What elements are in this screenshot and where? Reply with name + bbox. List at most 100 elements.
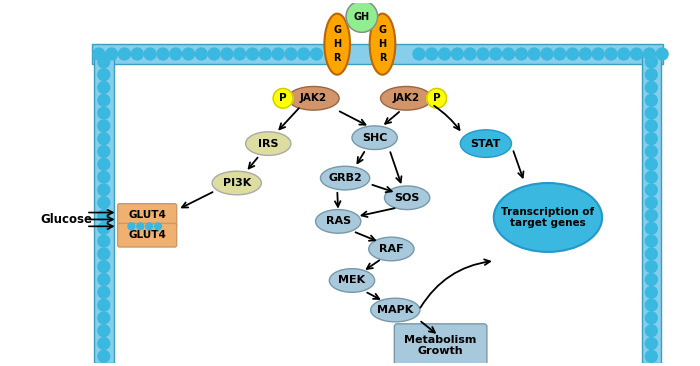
Circle shape [98, 120, 110, 132]
Circle shape [157, 48, 169, 60]
FancyBboxPatch shape [641, 54, 662, 363]
Circle shape [98, 235, 110, 247]
Circle shape [98, 158, 110, 170]
Circle shape [146, 223, 153, 230]
Text: G: G [333, 25, 341, 36]
Circle shape [464, 48, 476, 60]
Circle shape [631, 48, 643, 60]
Circle shape [285, 48, 297, 60]
Ellipse shape [329, 269, 375, 292]
Circle shape [645, 69, 657, 81]
Circle shape [439, 48, 451, 60]
Circle shape [645, 184, 657, 196]
Text: R: R [379, 53, 386, 63]
Text: G: G [379, 25, 386, 36]
Circle shape [592, 48, 604, 60]
Circle shape [208, 48, 220, 60]
Circle shape [645, 248, 657, 260]
Text: GH: GH [354, 12, 370, 22]
Circle shape [528, 48, 540, 60]
Circle shape [106, 48, 118, 60]
Circle shape [645, 82, 657, 93]
Circle shape [645, 274, 657, 285]
Circle shape [605, 48, 617, 60]
Text: H: H [333, 39, 342, 49]
Ellipse shape [461, 130, 512, 157]
Ellipse shape [212, 171, 261, 195]
FancyBboxPatch shape [92, 44, 663, 64]
Circle shape [503, 48, 514, 60]
Ellipse shape [324, 14, 350, 75]
Circle shape [98, 248, 110, 260]
Text: RAS: RAS [326, 216, 351, 227]
Circle shape [128, 223, 135, 230]
Circle shape [567, 48, 578, 60]
Text: GLUT4: GLUT4 [128, 230, 166, 240]
Circle shape [98, 171, 110, 183]
Circle shape [98, 94, 110, 106]
Circle shape [645, 235, 657, 247]
Text: PI3K: PI3K [223, 178, 251, 188]
Circle shape [645, 337, 657, 350]
FancyBboxPatch shape [118, 223, 176, 247]
Circle shape [645, 56, 657, 68]
Circle shape [98, 299, 110, 311]
Circle shape [98, 82, 110, 93]
Text: P: P [433, 93, 440, 103]
Circle shape [645, 325, 657, 337]
Circle shape [155, 223, 162, 230]
Text: MAPK: MAPK [377, 305, 414, 315]
Circle shape [98, 56, 110, 68]
Circle shape [645, 171, 657, 183]
Text: RAF: RAF [379, 244, 404, 254]
Circle shape [183, 48, 195, 60]
Circle shape [643, 48, 655, 60]
Text: MEK: MEK [338, 276, 365, 285]
Circle shape [477, 48, 489, 60]
Text: IRS: IRS [258, 139, 279, 149]
Circle shape [98, 287, 110, 298]
Circle shape [452, 48, 463, 60]
Circle shape [246, 48, 258, 60]
Circle shape [98, 223, 110, 234]
Circle shape [311, 48, 323, 60]
Circle shape [298, 48, 309, 60]
Circle shape [645, 287, 657, 298]
Text: SOS: SOS [394, 193, 420, 203]
Text: GLUT4: GLUT4 [128, 210, 166, 220]
Circle shape [426, 48, 438, 60]
Circle shape [132, 48, 144, 60]
Circle shape [645, 210, 657, 221]
Circle shape [98, 274, 110, 285]
Circle shape [98, 69, 110, 81]
Circle shape [98, 350, 110, 362]
Circle shape [645, 107, 657, 119]
Circle shape [221, 48, 233, 60]
Circle shape [272, 48, 284, 60]
Text: Glucose: Glucose [41, 213, 92, 226]
Circle shape [413, 48, 425, 60]
Ellipse shape [381, 86, 432, 110]
Circle shape [580, 48, 592, 60]
Ellipse shape [384, 186, 430, 210]
Circle shape [657, 48, 668, 60]
Circle shape [98, 337, 110, 350]
FancyBboxPatch shape [94, 54, 113, 363]
Circle shape [118, 48, 130, 60]
Ellipse shape [352, 126, 398, 150]
Text: JAK2: JAK2 [393, 93, 420, 103]
Circle shape [98, 184, 110, 196]
Circle shape [144, 48, 156, 60]
Circle shape [98, 197, 110, 209]
Circle shape [98, 261, 110, 273]
Text: JAK2: JAK2 [300, 93, 327, 103]
Circle shape [98, 146, 110, 157]
Circle shape [346, 1, 377, 32]
Text: Metabolism
Growth: Metabolism Growth [405, 335, 477, 356]
Circle shape [645, 120, 657, 132]
Circle shape [490, 48, 502, 60]
Circle shape [645, 261, 657, 273]
Circle shape [554, 48, 566, 60]
Circle shape [98, 133, 110, 145]
Circle shape [541, 48, 553, 60]
